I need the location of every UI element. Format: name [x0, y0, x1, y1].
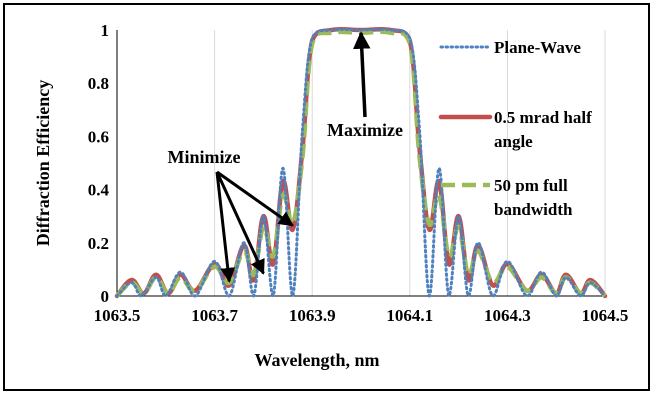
axes [116, 30, 605, 297]
annotation-maximize: Maximize [327, 120, 403, 140]
x-tick-label-0: 1063.5 [94, 306, 141, 325]
annotation-maximize-arrow [353, 31, 371, 118]
y-tick-label-3: 0.6 [88, 127, 109, 146]
x-axis-title: Wavelength, nm [254, 350, 379, 370]
x-tick-label-2: 1063.9 [289, 306, 336, 325]
y-tick-labels: 0 0.2 0.4 0.6 0.8 1 [88, 21, 110, 306]
annotation-minimize-arrow-1 [215, 171, 265, 275]
y-axis-title: Diffraction Efficiency [33, 80, 53, 246]
x-tick-label-3: 1064.1 [386, 306, 433, 325]
legend-label-2-0: 50 pm full [494, 176, 568, 195]
legend-label-0-0: Plane-Wave [494, 38, 581, 57]
annotations: Maximize Minimize [168, 31, 403, 283]
x-tick-label-4: 1064.3 [484, 306, 531, 325]
legend-label-2-1: bandwidth [494, 200, 573, 219]
legend-label-1-1: angle [494, 132, 533, 151]
grid-lines [214, 30, 606, 296]
legend-label-1-0: 0.5 mrad half [494, 108, 592, 127]
y-tick-label-5: 1 [101, 21, 110, 40]
x-tick-label-5: 1064.5 [582, 306, 629, 325]
y-tick-label-4: 0.8 [88, 74, 109, 93]
y-tick-label-0: 0 [101, 287, 110, 306]
chart-frame [3, 3, 650, 391]
annotation-minimize-arrow-2 [216, 170, 294, 227]
legend: Plane-Wave 0.5 mrad half angle 50 pm full ba… [438, 38, 592, 219]
x-tick-label-1: 1063.7 [191, 306, 238, 325]
annotation-minimize: Minimize [168, 147, 241, 167]
annotation-minimize-arrow-0 [215, 171, 236, 283]
y-tick-label-1: 0.2 [88, 234, 109, 253]
x-tick-labels: 1063.5 1063.7 1063.9 1064.1 1064.3 1064.5 [94, 306, 629, 325]
series-line-0 [115, 27, 607, 298]
y-tick-label-2: 0.4 [88, 181, 110, 200]
